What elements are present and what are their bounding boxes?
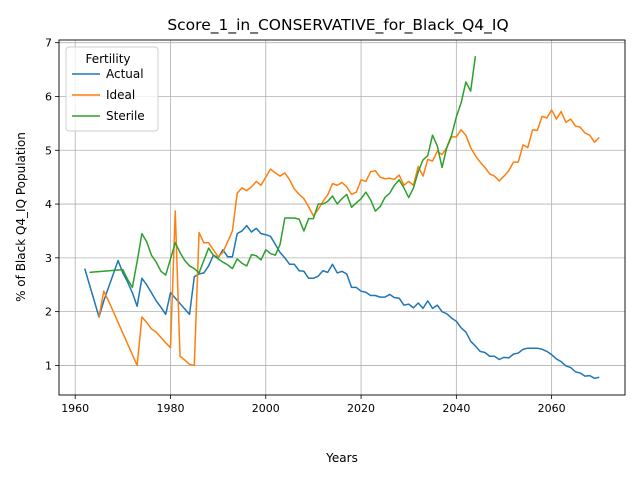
legend-items: Actual Ideal Sterile — [72, 67, 145, 123]
legend-label-ideal: Ideal — [106, 88, 135, 102]
y-tick-label: 4 — [45, 198, 52, 211]
x-axis-label: Years — [325, 451, 358, 465]
y-axis-ticks: 1 2 3 4 5 6 7 — [45, 37, 59, 372]
y-tick-label: 1 — [45, 359, 52, 372]
y-axis-label: % of Black Q4_IQ Population — [14, 132, 28, 302]
axes — [58, 39, 626, 396]
x-axis-ticks: 1960 1980 2000 2020 2040 2060 — [61, 395, 566, 415]
y-tick-label: 5 — [45, 144, 52, 157]
x-tick-label: 1980 — [156, 402, 184, 415]
axes-frame — [58, 39, 626, 396]
series-line-actual — [84, 224, 600, 380]
legend-label-actual: Actual — [106, 67, 144, 81]
y-tick-label: 2 — [45, 306, 52, 319]
x-tick-label: 2060 — [538, 402, 566, 415]
x-tick-label: 1960 — [61, 402, 89, 415]
x-tick-label: 2020 — [347, 402, 375, 415]
legend-box — [65, 46, 159, 132]
y-tick-label: 7 — [45, 37, 52, 50]
legend-label-sterile: Sterile — [106, 109, 145, 123]
y-tick-label: 3 — [45, 252, 52, 265]
plot-area — [84, 56, 600, 380]
chart-title: Score_1_in_CONSERVATIVE_for_Black_Q4_IQ — [167, 16, 508, 35]
legend-title: Fertility — [85, 52, 130, 66]
x-tick-label: 2000 — [252, 402, 280, 415]
legend: Fertility Actual Ideal Sterile — [65, 46, 159, 132]
x-tick-label: 2040 — [442, 402, 470, 415]
series-line-sterile — [89, 56, 477, 289]
y-tick-label: 6 — [45, 90, 52, 103]
series-line-ideal — [98, 109, 600, 367]
